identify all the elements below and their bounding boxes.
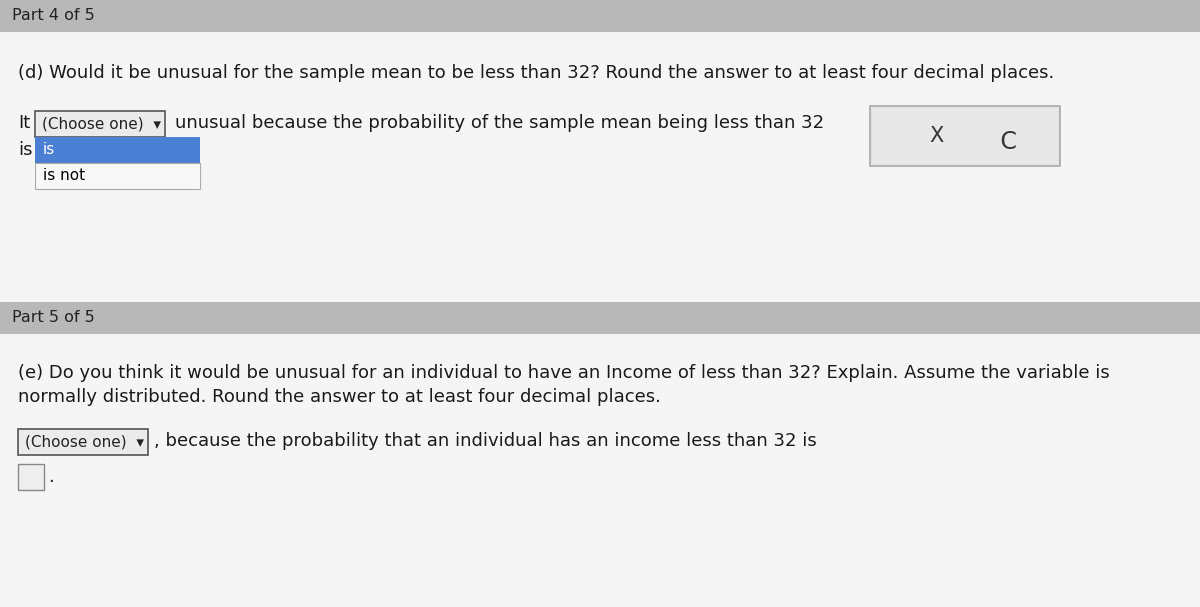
FancyBboxPatch shape bbox=[35, 163, 200, 189]
Text: Ɔ: Ɔ bbox=[998, 124, 1015, 148]
FancyBboxPatch shape bbox=[35, 111, 166, 137]
Text: (Choose one)  ▾: (Choose one) ▾ bbox=[42, 117, 161, 132]
Text: is: is bbox=[18, 141, 32, 159]
FancyBboxPatch shape bbox=[35, 137, 200, 163]
FancyBboxPatch shape bbox=[0, 0, 1200, 32]
FancyBboxPatch shape bbox=[0, 334, 1200, 607]
FancyBboxPatch shape bbox=[872, 108, 1058, 164]
FancyBboxPatch shape bbox=[870, 106, 1060, 166]
FancyBboxPatch shape bbox=[18, 429, 148, 455]
Text: Part 4 of 5: Part 4 of 5 bbox=[12, 8, 95, 24]
FancyBboxPatch shape bbox=[18, 464, 44, 490]
Text: is not: is not bbox=[43, 169, 85, 183]
Text: (d) Would it be unusual for the sample mean to be less than 32? Round the answer: (d) Would it be unusual for the sample m… bbox=[18, 64, 1055, 82]
Text: is: is bbox=[43, 143, 55, 157]
Text: normally distributed. Round the answer to at least four decimal places.: normally distributed. Round the answer t… bbox=[18, 388, 661, 406]
Text: (Choose one)  ▾: (Choose one) ▾ bbox=[25, 435, 144, 450]
Text: X: X bbox=[929, 126, 943, 146]
FancyBboxPatch shape bbox=[0, 302, 1200, 334]
FancyBboxPatch shape bbox=[0, 32, 1200, 302]
Text: (e) Do you think it would be unusual for an individual to have an Income of less: (e) Do you think it would be unusual for… bbox=[18, 364, 1110, 382]
Text: .: . bbox=[48, 468, 54, 486]
Text: unusual because the probability of the sample mean being less than 32: unusual because the probability of the s… bbox=[175, 114, 824, 132]
Text: Part 5 of 5: Part 5 of 5 bbox=[12, 311, 95, 325]
Text: It: It bbox=[18, 114, 30, 132]
Text: , because the probability that an individual has an income less than 32 is: , because the probability that an indivi… bbox=[154, 432, 817, 450]
